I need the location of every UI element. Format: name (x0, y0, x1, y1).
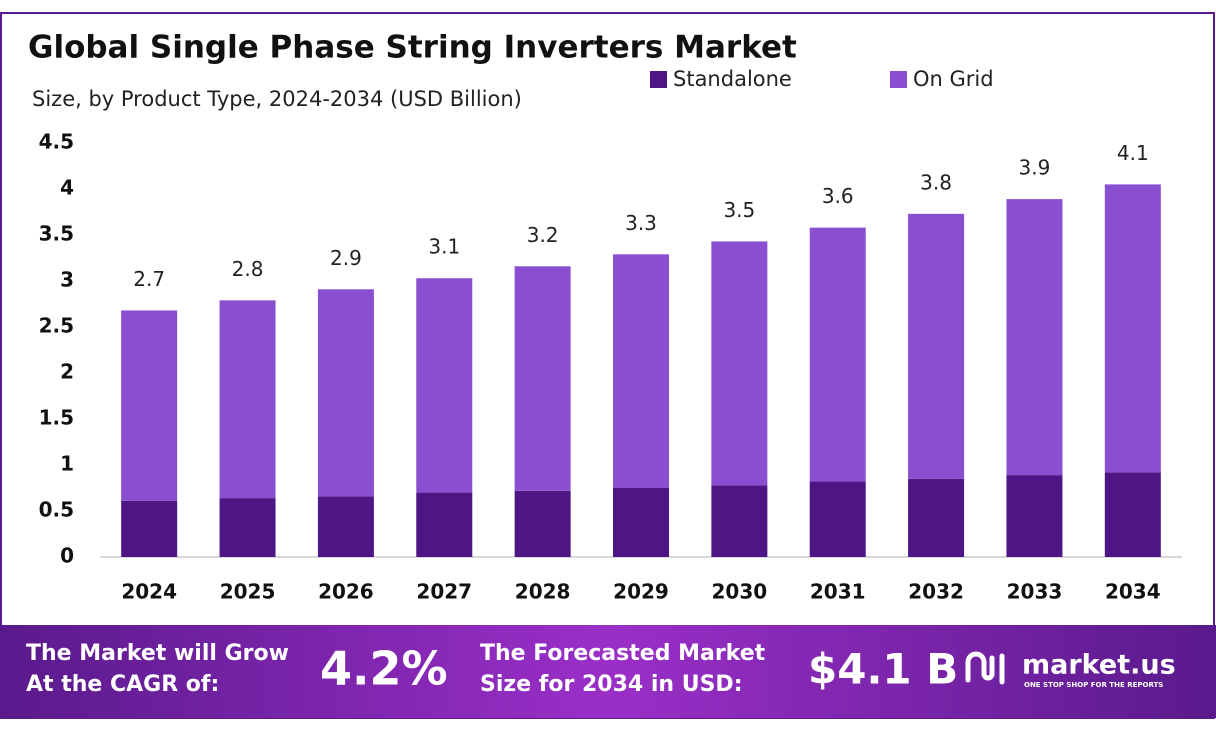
x-tick-label: 2030 (712, 580, 768, 604)
bar (1104, 472, 1161, 557)
y-tick-label: 0.5 (39, 498, 74, 522)
bar (317, 289, 374, 497)
y-tick-label: 3.5 (39, 222, 74, 246)
y-tick-label: 3 (60, 268, 74, 292)
footer-band (0, 625, 1216, 718)
total-label: 3.9 (1019, 156, 1051, 180)
bar (613, 254, 669, 488)
x-tick-label: 2028 (515, 580, 571, 604)
bar (219, 300, 276, 499)
bar (121, 310, 178, 501)
bar (908, 478, 965, 557)
x-tick-label: 2033 (1007, 580, 1063, 604)
bar (711, 241, 768, 486)
total-label: 3.8 (920, 170, 952, 194)
legend-swatch (890, 71, 907, 88)
footer-text: The Market will Grow (26, 641, 289, 666)
bar (809, 227, 866, 482)
total-label: 2.7 (133, 267, 165, 291)
bar (1006, 475, 1063, 557)
bar (1006, 199, 1063, 476)
footer-text: The Forecasted Market (480, 641, 766, 666)
x-tick-label: 2032 (908, 580, 964, 604)
bar (416, 492, 473, 557)
total-label: 3.3 (625, 211, 657, 235)
bar (219, 498, 276, 557)
bar (416, 278, 473, 493)
footer-text: At the CAGR of: (26, 672, 219, 697)
chart-title: Global Single Phase String Inverters Mar… (28, 30, 797, 66)
y-tick-label: 4.5 (39, 130, 74, 154)
chart-subtitle: Size, by Product Type, 2024-2034 (USD Bi… (32, 87, 522, 111)
footer-value: 4.2% (320, 642, 448, 696)
brand-logo (965, 651, 1005, 685)
x-tick-label: 2025 (220, 580, 276, 604)
legend-label: Standalone (673, 67, 792, 91)
x-tick-label: 2026 (318, 580, 374, 604)
total-label: 3.6 (822, 184, 854, 208)
bar (317, 496, 374, 557)
footer: The Market will Grow At the CAGR of: 4.2… (26, 641, 1176, 697)
x-tick-label: 2031 (810, 580, 866, 604)
bar (121, 500, 178, 557)
total-label: 2.8 (232, 257, 264, 281)
total-label: 3.1 (428, 235, 460, 259)
y-tick-label: 1.5 (39, 406, 74, 430)
y-tick-label: 4 (60, 176, 74, 200)
bar (514, 490, 571, 557)
legend-swatch (650, 71, 667, 88)
y-tick-label: 2.5 (39, 314, 74, 338)
footer-text: Size for 2034 in USD: (480, 672, 743, 697)
x-tick-label: 2027 (416, 580, 472, 604)
total-label: 2.9 (330, 246, 362, 270)
x-tick-label: 2024 (121, 580, 177, 604)
bar (908, 213, 965, 479)
x-tick-label: 2029 (613, 580, 669, 604)
legend-label: On Grid (913, 67, 994, 91)
x-tick-label: 2034 (1105, 580, 1161, 604)
total-label: 4.1 (1117, 141, 1149, 165)
total-label: 3.5 (723, 198, 755, 222)
footer-value: $4.1 B (808, 645, 958, 694)
bar (711, 485, 768, 557)
bar (514, 266, 571, 491)
bar (809, 481, 866, 557)
y-tick-label: 2 (60, 360, 74, 384)
bar (1104, 184, 1161, 473)
y-tick-label: 0 (60, 544, 74, 568)
y-tick-label: 1 (60, 452, 74, 476)
bar (613, 488, 669, 557)
tagline: ONE STOP SHOP FOR THE REPORTS (1024, 681, 1163, 689)
brand: market.us (1022, 650, 1176, 681)
total-label: 3.2 (527, 223, 559, 247)
